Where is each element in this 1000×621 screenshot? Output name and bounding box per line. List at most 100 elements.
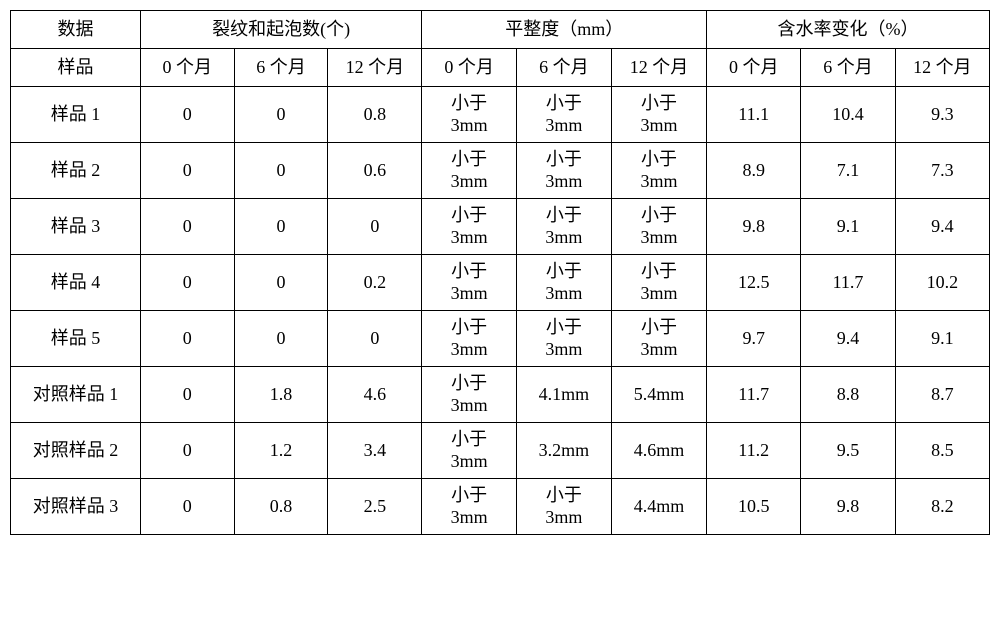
moisture-cell: 10.5 [707,479,801,535]
flatness-cell: 小于3mm [516,143,611,199]
cell-line: 3mm [545,507,582,527]
flatness-cell: 小于3mm [422,255,517,311]
cell-line: 小于 [546,317,582,337]
crack-cell: 0 [140,367,234,423]
crack-cell: 0.8 [234,479,328,535]
moisture-cell: 9.1 [895,311,989,367]
cell-line: 3mm [451,115,488,135]
moisture-cell: 7.3 [895,143,989,199]
flatness-cell: 4.4mm [611,479,706,535]
cell-line: 小于 [546,149,582,169]
crack-cell: 1.8 [234,367,328,423]
cell-line: 小于 [546,485,582,505]
moisture-cell: 9.3 [895,87,989,143]
period-moist-1: 6 个月 [801,49,895,87]
row-label: 样品 5 [11,311,141,367]
table-row: 样品 5000小于3mm小于3mm小于3mm9.79.49.1 [11,311,990,367]
moisture-cell: 8.5 [895,423,989,479]
crack-cell: 0 [234,143,328,199]
table-row: 对照样品 101.84.6小于3mm4.1mm5.4mm11.78.88.7 [11,367,990,423]
moisture-cell: 11.7 [801,255,895,311]
cell-line: 3mm [641,171,678,191]
flatness-cell: 小于3mm [611,255,706,311]
data-table: 数据 裂纹和起泡数(个) 平整度（mm） 含水率变化（%） 样品 0 个月 6 … [10,10,990,535]
crack-cell: 0 [140,311,234,367]
flatness-cell: 小于3mm [422,367,517,423]
crack-cell: 0 [140,87,234,143]
crack-cell: 2.5 [328,479,422,535]
cell-line: 3mm [451,507,488,527]
cell-line: 小于 [641,205,677,225]
flatness-cell: 4.1mm [516,367,611,423]
cell-line: 小于 [451,205,487,225]
flatness-cell: 小于3mm [611,143,706,199]
row-label: 样品 4 [11,255,141,311]
cell-line: 小于 [641,317,677,337]
cell-line: 3mm [641,227,678,247]
moisture-cell: 9.8 [801,479,895,535]
moisture-cell: 12.5 [707,255,801,311]
flatness-cell: 小于3mm [516,199,611,255]
crack-cell: 0.8 [328,87,422,143]
group-header-moisture: 含水率变化（%） [707,11,990,49]
period-moist-0: 0 个月 [707,49,801,87]
cell-line: 3mm [545,339,582,359]
moisture-cell: 9.4 [895,199,989,255]
cell-line: 小于 [641,261,677,281]
flatness-cell: 小于3mm [422,423,517,479]
cell-line: 小于 [451,93,487,113]
cell-line: 3mm [545,283,582,303]
flatness-cell: 小于3mm [422,143,517,199]
table-row: 样品 4000.2小于3mm小于3mm小于3mm12.511.710.2 [11,255,990,311]
cell-line: 3mm [451,339,488,359]
cell-line: 小于 [546,205,582,225]
moisture-cell: 9.1 [801,199,895,255]
cell-line: 3mm [545,227,582,247]
header-row-1: 数据 裂纹和起泡数(个) 平整度（mm） 含水率变化（%） [11,11,990,49]
flatness-cell: 小于3mm [422,199,517,255]
cell-line: 3mm [641,283,678,303]
moisture-cell: 8.2 [895,479,989,535]
moisture-cell: 10.2 [895,255,989,311]
group-header-flatness: 平整度（mm） [422,11,707,49]
row-label: 样品 1 [11,87,141,143]
table-row: 样品 1000.8小于3mm小于3mm小于3mm11.110.49.3 [11,87,990,143]
flatness-cell: 小于3mm [516,311,611,367]
flatness-cell: 小于3mm [422,479,517,535]
flatness-cell: 小于3mm [611,311,706,367]
period-moist-2: 12 个月 [895,49,989,87]
cell-line: 小于 [641,149,677,169]
cell-line: 小于 [546,93,582,113]
cell-line: 小于 [641,93,677,113]
cell-line: 小于 [451,317,487,337]
moisture-cell: 8.7 [895,367,989,423]
crack-cell: 0 [140,143,234,199]
crack-cell: 1.2 [234,423,328,479]
cell-line: 小于 [546,261,582,281]
flatness-cell: 3.2mm [516,423,611,479]
moisture-cell: 8.9 [707,143,801,199]
crack-cell: 0 [234,199,328,255]
period-crack-0: 0 个月 [140,49,234,87]
crack-cell: 3.4 [328,423,422,479]
cell-line: 3mm [545,171,582,191]
row-label: 对照样品 2 [11,423,141,479]
moisture-cell: 7.1 [801,143,895,199]
period-crack-1: 6 个月 [234,49,328,87]
corner-top: 数据 [11,11,141,49]
crack-cell: 0 [140,423,234,479]
corner-bottom: 样品 [11,49,141,87]
flatness-cell: 小于3mm [516,479,611,535]
cell-line: 3mm [641,339,678,359]
flatness-cell: 小于3mm [516,87,611,143]
period-flat-2: 12 个月 [611,49,706,87]
crack-cell: 0 [328,311,422,367]
row-label: 样品 2 [11,143,141,199]
row-label: 对照样品 3 [11,479,141,535]
cell-line: 小于 [451,485,487,505]
crack-cell: 0 [328,199,422,255]
crack-cell: 0 [140,199,234,255]
crack-cell: 0 [234,87,328,143]
flatness-cell: 小于3mm [516,255,611,311]
cell-line: 小于 [451,373,487,393]
